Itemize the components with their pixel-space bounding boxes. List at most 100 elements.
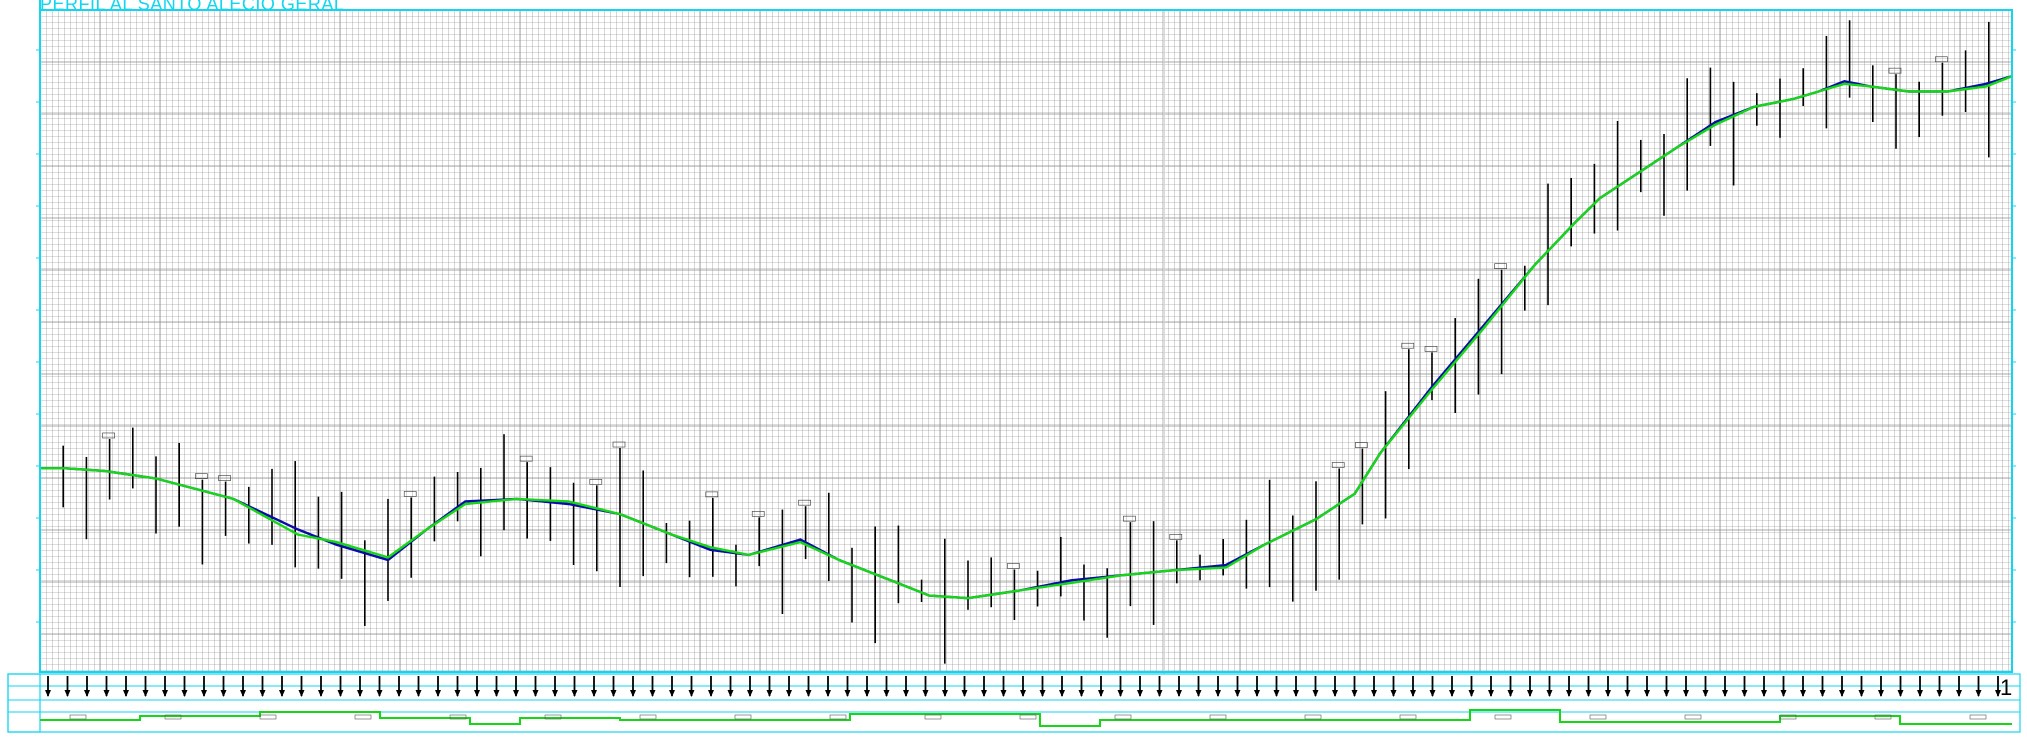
band-label-box xyxy=(544,714,562,720)
station-label-box xyxy=(1123,515,1136,522)
band-legend-column xyxy=(7,673,41,733)
band-station-arrowhead xyxy=(103,690,110,697)
plot-border xyxy=(39,9,2013,673)
station-label-box xyxy=(612,441,626,448)
band-station-arrowhead xyxy=(1546,690,1553,697)
band-station-arrowhead xyxy=(220,690,227,697)
band-label-box xyxy=(1494,714,1512,720)
band-station-arrowhead xyxy=(1000,690,1007,697)
band-label-box xyxy=(1969,714,1987,720)
band-station-arrowhead xyxy=(669,690,675,697)
band-station-arrowhead xyxy=(1371,690,1377,697)
band-station-arrowhead xyxy=(201,690,207,697)
band-station-arrowhead xyxy=(279,690,285,697)
band-station-arrowhead xyxy=(1449,690,1455,697)
band-station-arrowhead xyxy=(1585,690,1592,697)
band-station-arrowhead xyxy=(1098,690,1104,697)
band-label-box xyxy=(734,714,752,720)
station-label-box xyxy=(1355,442,1368,448)
design-profile-line xyxy=(40,75,2013,600)
band-station-arrowhead xyxy=(1975,690,1982,697)
station-label-box xyxy=(1935,56,1948,63)
band-station-arrowhead xyxy=(708,690,714,697)
band-station-arrowhead xyxy=(1878,690,1884,697)
data-band xyxy=(7,673,2021,733)
station-label-box xyxy=(102,432,115,439)
station-label-box xyxy=(1169,534,1183,540)
station-label-box xyxy=(403,491,417,497)
band-station-arrowhead xyxy=(259,690,266,697)
band-station-arrowhead xyxy=(513,690,519,697)
band-station-arrowhead xyxy=(864,690,870,697)
band-station-arrowhead xyxy=(162,690,168,697)
band-station-arrowhead xyxy=(1410,690,1416,697)
band-station-arrowhead xyxy=(181,690,188,697)
band-station-arrowhead xyxy=(747,690,753,697)
station-label-box xyxy=(798,499,811,506)
band-station-arrowhead xyxy=(1176,690,1182,697)
band-station-arrowhead xyxy=(591,690,597,697)
band-station-arrowhead xyxy=(1897,690,1904,697)
band-station-arrowhead xyxy=(435,690,441,697)
station-label-box xyxy=(1424,346,1438,352)
band-station-arrowhead xyxy=(493,690,500,697)
band-station-arrowhead xyxy=(610,690,617,697)
band-station-arrowhead xyxy=(727,690,734,697)
band-label-box xyxy=(1779,714,1797,720)
band-station-arrowhead xyxy=(1800,690,1806,697)
station-label-box xyxy=(1007,563,1020,569)
station-label-box xyxy=(519,455,533,462)
station-label-box xyxy=(1494,263,1507,269)
band-station-arrowhead xyxy=(844,690,851,697)
band-station-arrowhead xyxy=(961,690,968,697)
band-station-arrowhead xyxy=(396,690,402,697)
band-station-arrowhead xyxy=(1956,690,1962,697)
band-station-arrowhead xyxy=(1117,690,1124,697)
band-label-box xyxy=(1019,714,1037,720)
band-label-box xyxy=(829,714,847,720)
station-label-box xyxy=(751,511,765,517)
station-label-box xyxy=(1401,342,1415,349)
band-station-arrowhead xyxy=(1839,690,1845,697)
band-station-arrowhead xyxy=(1293,690,1299,697)
band-station-arrowhead xyxy=(649,690,656,697)
band-station-arrowhead xyxy=(298,690,305,697)
band-label-box xyxy=(69,714,87,720)
band-station-arrowhead xyxy=(1468,690,1475,697)
band-label-box xyxy=(639,714,657,720)
curvature-line xyxy=(40,709,2012,727)
band-station-arrowhead xyxy=(903,690,909,697)
band-label-box xyxy=(354,714,372,720)
station-label-box xyxy=(1331,462,1345,468)
band-station-arrowhead xyxy=(1254,690,1260,697)
station-label-box xyxy=(705,491,719,498)
band-station-arrowhead xyxy=(1137,690,1143,697)
band-station-arrowhead xyxy=(142,690,149,697)
band-station-arrowhead xyxy=(376,690,383,697)
band-station-arrowhead xyxy=(1858,690,1865,697)
band-label-box xyxy=(1684,714,1702,720)
band-station-arrowhead xyxy=(1527,690,1533,697)
drawing-frame xyxy=(36,0,2016,673)
band-station-arrowhead xyxy=(1624,690,1631,697)
band-frame xyxy=(7,673,2021,733)
band-label-box xyxy=(449,714,467,720)
band-label-box xyxy=(1874,714,1892,720)
band-station-arrowhead xyxy=(805,690,812,697)
band-station-arrowhead xyxy=(474,690,480,697)
band-label-box xyxy=(1209,714,1227,720)
band-station-arrowhead xyxy=(1507,690,1514,697)
band-station-arrowhead xyxy=(1761,690,1767,697)
band-station-arrowhead xyxy=(786,690,792,697)
band-station-arrowhead xyxy=(1917,690,1923,697)
band-station-arrowhead xyxy=(688,690,695,697)
band-station-arrowhead xyxy=(1936,690,1943,697)
band-station-arrowhead xyxy=(1683,690,1689,697)
band-station-arrowhead xyxy=(1332,690,1338,697)
band-station-arrowhead xyxy=(630,690,636,697)
band-station-arrowhead xyxy=(123,690,129,697)
band-station-arrowhead xyxy=(45,690,51,697)
band-station-arrowhead xyxy=(1605,690,1611,697)
band-station-arrowhead xyxy=(981,690,987,697)
band-station-arrowhead xyxy=(825,690,831,697)
